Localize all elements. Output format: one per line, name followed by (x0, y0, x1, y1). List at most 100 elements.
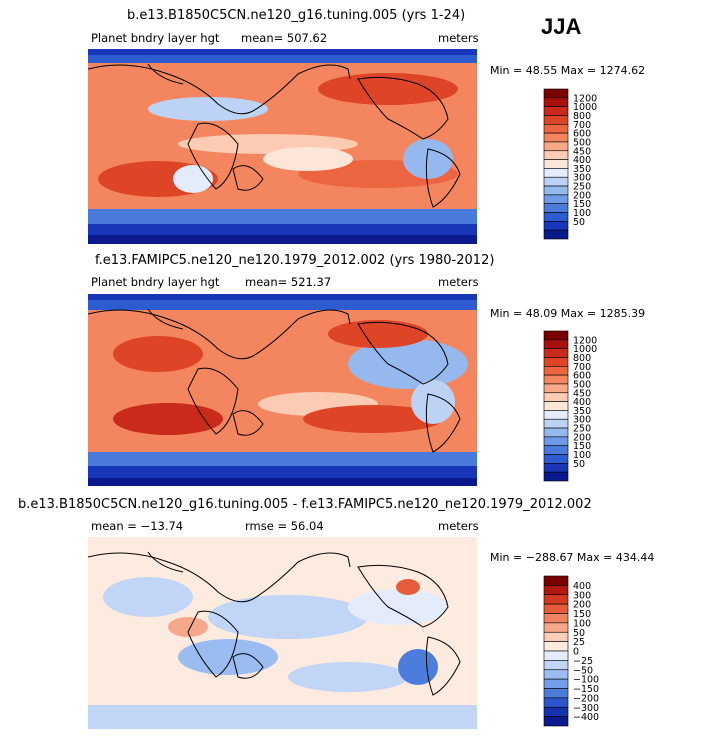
colorbar-box (543, 436, 569, 447)
colorbar-tick-label: 450 (573, 388, 591, 399)
colorbar-box (543, 212, 569, 222)
colorbar-box (543, 603, 569, 614)
colorbar-tick-label: 100 (573, 208, 591, 219)
colorbar-box (543, 445, 569, 455)
colorbar-tick-label: 250 (573, 424, 591, 435)
colorbar-tick-label: 50 (573, 217, 585, 228)
colorbar-box (543, 339, 569, 349)
colorbar-box (543, 454, 569, 464)
panel-2-map (88, 294, 477, 486)
panel-1-title: b.e13.B1850C5CN.ne120_g16.tuning.005 (yr… (127, 8, 466, 23)
panel-1-variable: Planet bndry layer hgt (91, 31, 220, 45)
colorbar-box (543, 123, 569, 134)
colorbar-box (543, 631, 569, 642)
colorbar-tick-label: 1200 (573, 93, 597, 104)
colorbar-tick-label: 350 (573, 406, 591, 417)
colorbar-tick-label: −50 (573, 665, 593, 676)
panel-1-minmax: Min = 48.55 Max = 1274.62 (490, 64, 646, 77)
colorbar-box (543, 418, 569, 429)
coastlines (88, 551, 461, 696)
colorbar-boxes (543, 88, 569, 240)
colorbar-tick-label: −150 (573, 684, 599, 695)
colorbar-box (543, 585, 569, 596)
colorbar-box (543, 688, 569, 699)
colorbar-tick-label: 100 (573, 450, 591, 461)
colorbar-tick-label: 150 (573, 441, 591, 452)
colorbar-boxes (543, 575, 569, 727)
panel-1-mean: mean= 507.62 (241, 31, 328, 45)
colorbar-labels: 40030020015010050250−25−50−100−150−200−3… (573, 581, 599, 723)
colorbar-box (543, 132, 569, 143)
colorbar-tick-label: 0 (573, 647, 579, 658)
panel-3-minmax: Min = −288.67 Max = 434.44 (490, 551, 655, 564)
colorbar-tick-label: −400 (573, 712, 599, 723)
colorbar-tick-label: 300 (573, 590, 591, 601)
colorbar-box (543, 115, 569, 125)
colorbar-box (543, 660, 569, 671)
panel-3-rmse: rmse = 56.04 (245, 519, 324, 533)
colorbar-labels: 1200100080070060050045040035030025020015… (573, 335, 597, 470)
panel-3-mean: mean = −13.74 (91, 519, 184, 533)
panel-2-title: f.e13.FAMIPC5.ne120_ne120.1979_2012.002 … (95, 253, 495, 268)
colorbar-box (543, 613, 569, 624)
panel-2-units: meters (438, 275, 479, 289)
colorbar-tick-label: 150 (573, 609, 591, 620)
colorbar-box (543, 141, 569, 152)
colorbar-tick-label: 700 (573, 120, 591, 131)
colorbar-box (543, 106, 569, 116)
colorbar-tick-label: 150 (573, 199, 591, 210)
colorbar-box (543, 150, 569, 160)
colorbar-box (543, 374, 569, 385)
colorbar-box (543, 622, 569, 633)
colorbar-tick-label: 200 (573, 600, 591, 611)
colorbar-box (543, 697, 569, 708)
colorbar-tick-label: 200 (573, 190, 591, 201)
colorbar-box (543, 410, 569, 420)
colorbar-tick-label: 250 (573, 182, 591, 193)
colorbar-tick-label: 1000 (573, 102, 597, 113)
colorbar-tick-label: 600 (573, 371, 591, 382)
colorbar-box (543, 194, 569, 205)
panel-2-minmax: Min = 48.09 Max = 1285.39 (490, 307, 646, 320)
colorbar-tick-label: −25 (573, 656, 593, 667)
colorbar-tick-label: −100 (573, 675, 599, 686)
colorbar-tick-label: 450 (573, 146, 591, 157)
colorbar-box (543, 88, 569, 99)
colorbar-box (543, 185, 569, 196)
colorbar-tick-label: 1200 (573, 335, 597, 346)
colorbar-box (543, 401, 569, 411)
colorbar-tick-label: 50 (573, 459, 585, 470)
colorbar-tick-label: −200 (573, 693, 599, 704)
colorbar-tick-label: 500 (573, 379, 591, 390)
colorbar-box (543, 357, 569, 367)
colorbar-box (543, 168, 569, 178)
colorbar-box (543, 97, 569, 107)
colorbar-box (543, 392, 569, 402)
colorbar-box (543, 383, 569, 394)
coastlines (88, 308, 461, 453)
colorbar-box (543, 203, 569, 213)
colorbar-tick-label: 50 (573, 628, 585, 639)
colorbar-boxes (543, 330, 569, 482)
colorbar-box (543, 471, 569, 482)
panel-2-mean: mean= 521.37 (245, 275, 332, 289)
panel-2-variable: Planet bndry layer hgt (91, 275, 220, 289)
colorbar-tick-label: 800 (573, 353, 591, 364)
colorbar-tick-label: 400 (573, 397, 591, 408)
colorbar-tick-label: 100 (573, 618, 591, 629)
colorbar-tick-label: 400 (573, 155, 591, 166)
colorbar-box (543, 716, 569, 727)
colorbar-tick-label: 1000 (573, 344, 597, 355)
panel-3-colorbar: 40030020015010050250−25−50−100−150−200−3… (543, 575, 599, 727)
colorbar-box (543, 330, 569, 341)
colorbar-tick-label: 600 (573, 129, 591, 140)
panel-1-map (88, 49, 477, 244)
colorbar-box (543, 678, 569, 689)
colorbar-tick-label: 200 (573, 432, 591, 443)
colorbar-box (543, 706, 569, 717)
colorbar-tick-label: 400 (573, 581, 591, 592)
colorbar-tick-label: 800 (573, 111, 591, 122)
colorbar-tick-label: 700 (573, 362, 591, 373)
panel-3-map (88, 537, 477, 729)
colorbar-tick-label: −300 (573, 703, 599, 714)
